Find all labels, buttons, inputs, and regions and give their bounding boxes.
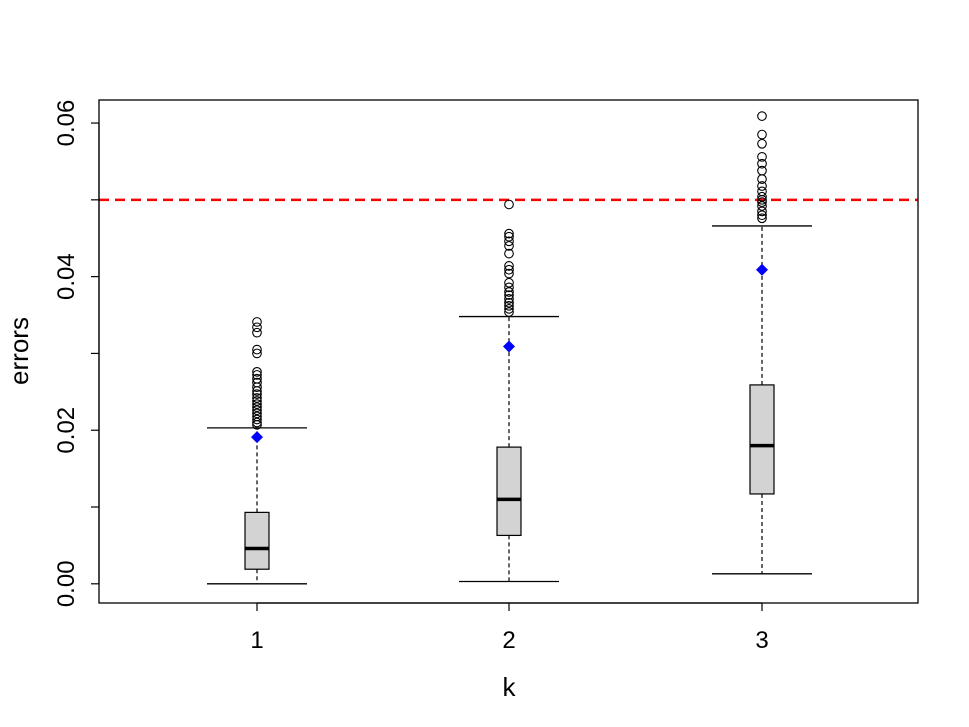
outlier-point [252, 408, 262, 419]
outlier-point [504, 248, 514, 259]
y-tick-label: 0.06 [53, 100, 80, 147]
outlier-point [252, 348, 262, 359]
outlier-point [252, 405, 262, 416]
outlier-point [504, 228, 514, 239]
outlier-point [757, 129, 767, 140]
outlier-point [504, 236, 514, 247]
x-tick-label: 3 [755, 627, 768, 654]
outlier-point [252, 317, 262, 327]
mean-marker [251, 431, 263, 444]
outlier-point [252, 402, 262, 413]
x-axis-title: k [503, 672, 517, 702]
mean-marker [503, 340, 515, 353]
outlier-point [252, 367, 262, 377]
outlier-point [252, 327, 262, 338]
y-tick-label: 0.04 [53, 253, 80, 300]
x-tick-label: 1 [250, 627, 263, 654]
outlier-point [504, 287, 514, 297]
outlier-point [252, 393, 262, 403]
outlier-point [252, 417, 262, 428]
outlier-point [252, 419, 262, 430]
outlier-point [504, 297, 514, 308]
outlier-point [252, 370, 262, 380]
outlier-point [757, 111, 767, 121]
outlier-point [504, 307, 514, 317]
outlier-point [504, 261, 514, 271]
outlier-point [504, 290, 514, 300]
outlier-point [504, 304, 514, 314]
outlier-point [757, 158, 767, 169]
outlier-point [252, 396, 262, 406]
mean-marker [756, 263, 768, 276]
outlier-point [252, 414, 262, 425]
outlier-point [757, 174, 767, 184]
outlier-point [504, 282, 514, 293]
y-tick-label: 0.00 [53, 560, 80, 607]
box-group-3 [712, 111, 812, 575]
outlier-point [252, 322, 262, 333]
outlier-point [504, 231, 514, 242]
box-group-2 [459, 199, 559, 583]
iqr-box [749, 384, 775, 495]
outlier-point [504, 277, 514, 288]
outlier-point [504, 268, 514, 279]
outlier-point [757, 151, 767, 162]
iqr-box [244, 511, 270, 570]
outlier-point [757, 138, 767, 149]
outlier-point [504, 199, 514, 210]
outlier-point [252, 382, 262, 393]
box-group-1 [207, 317, 307, 585]
outlier-point [504, 241, 514, 251]
outlier-point [504, 294, 514, 304]
outlier-point [757, 206, 767, 217]
outlier-point [757, 197, 767, 207]
outlier-point [252, 344, 262, 355]
outlier-point [757, 213, 767, 224]
outlier-point [757, 201, 767, 211]
outlier-point [252, 386, 262, 396]
x-tick-label: 2 [502, 627, 515, 654]
outlier-point [252, 389, 262, 399]
outlier-point [504, 264, 514, 275]
iqr-box [496, 446, 522, 537]
outlier-point [757, 181, 767, 191]
y-tick-label: 0.02 [53, 407, 80, 454]
outlier-point [504, 300, 514, 311]
outlier-point [252, 399, 262, 409]
outlier-point [757, 194, 767, 205]
y-axis-title: errors [4, 317, 34, 385]
outlier-point [757, 191, 767, 202]
outlier-point [757, 210, 767, 221]
